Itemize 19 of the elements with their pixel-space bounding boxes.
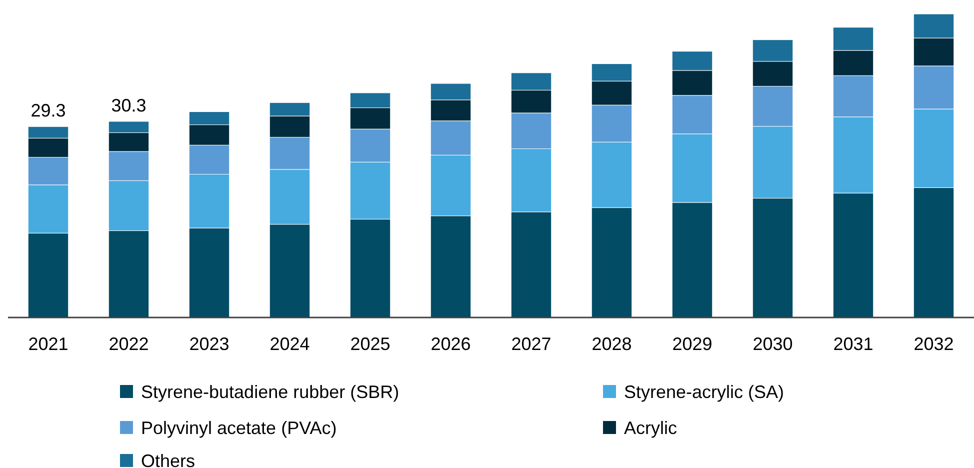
x-tick-label: 2030 bbox=[752, 334, 793, 354]
x-tick-label: 2026 bbox=[430, 334, 471, 354]
x-tick-label: 2027 bbox=[511, 334, 552, 354]
x-tick-label: 2031 bbox=[833, 334, 874, 354]
legend-label: Styrene-butadiene rubber (SBR) bbox=[141, 382, 400, 402]
annotation: 30.3 bbox=[111, 95, 146, 116]
x-tick-label: 2032 bbox=[914, 334, 954, 354]
legend-label: Acrylic bbox=[624, 418, 677, 438]
x-tick-label: 2021 bbox=[28, 334, 68, 354]
x-tick-label: 2022 bbox=[108, 334, 149, 354]
x-tick-label: 2024 bbox=[270, 334, 310, 354]
x-tick-label: 2028 bbox=[592, 334, 632, 354]
x-tick-label: 2029 bbox=[672, 334, 712, 354]
legend-label: Polyvinyl acetate (PVAc) bbox=[141, 418, 337, 438]
annotation: 29.3 bbox=[30, 100, 66, 121]
x-tick-label: 2025 bbox=[350, 334, 390, 354]
legend-label: Styrene-acrylic (SA) bbox=[624, 382, 784, 402]
legend-label: Others bbox=[141, 451, 196, 468]
x-tick-label: 2023 bbox=[189, 334, 230, 354]
